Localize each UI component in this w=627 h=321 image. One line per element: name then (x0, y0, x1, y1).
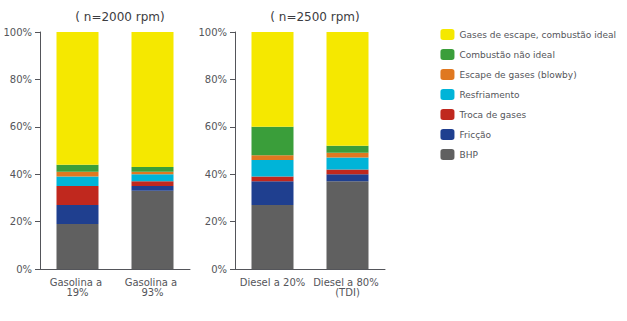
svg-text:Resfriamento: Resfriamento (459, 90, 519, 100)
svg-text:Troca de gases: Troca de gases (458, 110, 526, 120)
svg-text:Fricção: Fricção (459, 130, 491, 140)
svg-text:20%: 20% (10, 216, 32, 227)
svg-text:Gasolina a: Gasolina a (49, 276, 106, 288)
svg-text:Gases de escape, combustão ide: Gases de escape, combustão ideal (459, 30, 616, 40)
svg-text:BHP: BHP (459, 150, 478, 160)
svg-text:60%: 60% (10, 121, 32, 132)
svg-text:Escape de gases (blowby): Escape de gases (blowby) (459, 70, 576, 80)
svg-text:(TDI): (TDI) (335, 287, 360, 298)
svg-text:( n=2500 rpm): ( n=2500 rpm) (270, 10, 359, 24)
svg-text:Gasolina a: Gasolina a (124, 276, 181, 288)
svg-text:19%: 19% (66, 287, 88, 298)
svg-text:80%: 80% (10, 74, 32, 85)
svg-text:( n=2000 rpm): ( n=2000 rpm) (75, 10, 164, 24)
svg-text:40%: 40% (205, 169, 227, 180)
svg-text:0%: 0% (16, 264, 32, 275)
svg-text:Diesel a 80%: Diesel a 80% (313, 276, 382, 288)
svg-text:100%: 100% (198, 27, 227, 38)
svg-text:60%: 60% (205, 121, 227, 132)
svg-text:0%: 0% (211, 264, 227, 275)
svg-text:20%: 20% (205, 216, 227, 227)
svg-text:40%: 40% (10, 169, 32, 180)
svg-text:100%: 100% (3, 27, 32, 38)
svg-text:93%: 93% (141, 287, 163, 298)
svg-text:Combustão não ideal: Combustão não ideal (459, 50, 554, 60)
svg-text:Diesel a 20%: Diesel a 20% (240, 277, 305, 288)
svg-text:80%: 80% (205, 74, 227, 85)
